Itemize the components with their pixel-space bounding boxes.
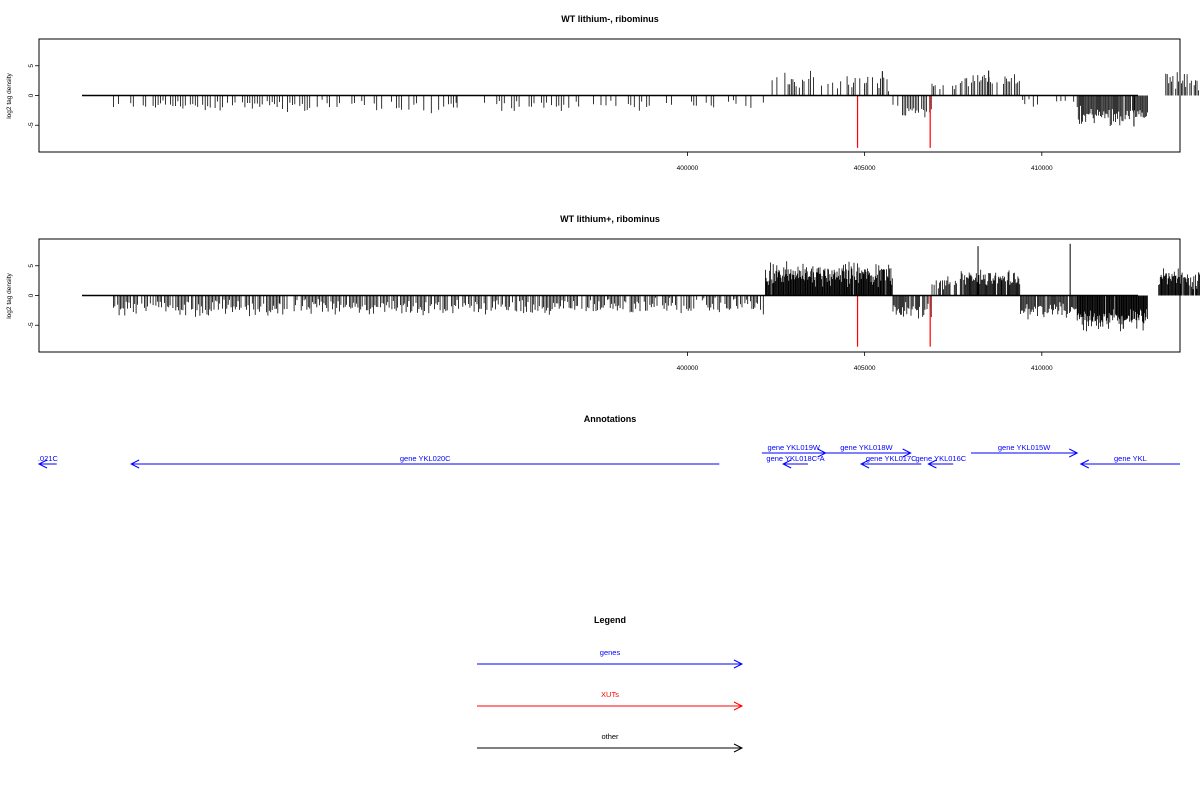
axes: -5 0 5 400000 405000 410000	[28, 64, 1138, 172]
x-tick-label: 410000	[1031, 165, 1053, 172]
x-tick-label: 400000	[677, 165, 699, 172]
gene-label: gene YKL018C-A	[766, 454, 824, 463]
legend-arrow	[477, 701, 744, 711]
gene-label: gene YKL019W	[768, 443, 821, 452]
gene-label: gene YKL020C	[400, 454, 451, 463]
gene-label: gene YKL017C	[866, 454, 917, 463]
track-title: WT lithium-, ribominus	[561, 14, 659, 24]
y-tick-label: 5	[28, 64, 35, 68]
y-tick-label: 5	[28, 264, 35, 268]
legend-label: genes	[600, 648, 621, 657]
legend-items: genes XUTs other	[477, 648, 744, 753]
gene-arrow	[782, 459, 808, 469]
y-tick-label: -5	[28, 322, 35, 328]
legend-panel: Legend genes XUTs other	[477, 615, 744, 753]
y-tick-label: 0	[28, 293, 35, 297]
x-tick-label: 405000	[854, 365, 876, 372]
y-tick-label: -5	[28, 122, 35, 128]
gene-arrow	[970, 448, 1079, 458]
gene-label: gene YKL016C	[915, 454, 966, 463]
legend-label: other	[601, 732, 619, 741]
y-tick-label: 0	[28, 93, 35, 97]
legend-label: XUTs	[601, 690, 619, 699]
annotation-items: .021C gene YKL020C gene YKL019W gene YKL018…	[37, 443, 1180, 469]
legend-arrow	[477, 743, 744, 753]
gene-arrow	[130, 459, 720, 469]
y-axis-label: log2 tag density	[6, 72, 13, 118]
y-axis-label: log2 tag density	[6, 272, 13, 318]
density-bars	[113, 70, 1199, 148]
track-panel-lithium-minus: WT lithium-, ribominus log2 tag density …	[6, 14, 1199, 172]
gene-arrow	[927, 459, 954, 469]
gene-label: gene YKL018W	[840, 443, 893, 452]
gene-arrow	[37, 459, 57, 469]
gene-label: gene YKL	[1114, 454, 1147, 463]
annotations-title: Annotations	[584, 414, 637, 424]
track-panel-lithium-plus: WT lithium+, ribominus log2 tag density …	[6, 214, 1200, 372]
track-title: WT lithium+, ribominus	[560, 214, 660, 224]
x-tick-label: 410000	[1031, 365, 1053, 372]
gene-label: .021C	[38, 454, 59, 463]
legend-arrow	[477, 659, 744, 669]
gene-arrow	[859, 459, 922, 469]
gene-arrow	[1079, 459, 1180, 469]
x-tick-label: 405000	[854, 165, 876, 172]
gene-arrow	[822, 448, 912, 458]
annotations-panel: Annotations .021C gene YKL020C gene YKL019…	[37, 414, 1180, 469]
gene-label: gene YKL015W	[998, 443, 1051, 452]
density-bars	[113, 243, 1200, 347]
axes: -5 0 5 400000 405000 410000	[28, 264, 1138, 372]
legend-title: Legend	[594, 615, 626, 625]
x-tick-label: 400000	[677, 365, 699, 372]
